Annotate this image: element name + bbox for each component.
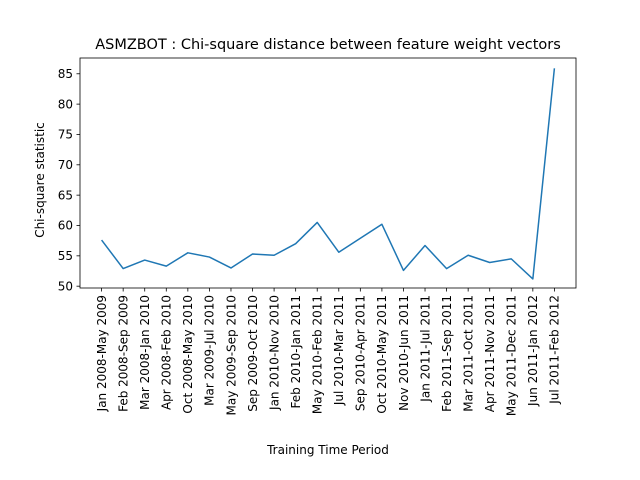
series-line-0: [101, 68, 556, 280]
x-tick-label: Jun 2011-Jan 2012: [526, 295, 540, 407]
y-tick-label: 80: [58, 97, 73, 111]
x-tick-label: Jan 2011-Jul 2011: [418, 295, 432, 403]
y-tick-label: 70: [58, 158, 73, 172]
x-tick-label: May 2011-Dec 2011: [505, 295, 519, 416]
y-tick-label: 55: [58, 249, 73, 263]
chart-title: ASMZBOT : Chi-square distance between fe…: [95, 37, 561, 53]
y-tick-label: 60: [58, 219, 73, 233]
y-axis-label: Chi-square statistic: [33, 122, 47, 238]
plot-frame: [79, 57, 577, 289]
y-tick-label: 50: [58, 279, 73, 293]
y-tick-label: 65: [58, 188, 73, 202]
x-tick-label: May 2010-Feb 2011: [311, 295, 325, 414]
x-tick-label: Jan 2008-May 2009: [95, 295, 109, 412]
plot-area: 50 55 60 65 70 75 80 85 Jan 2008-May 2009 Feb 200…: [58, 57, 577, 416]
x-tick-label: Sep 2009-Oct 2010: [246, 295, 260, 412]
x-tick-label: Jan 2010-Nov 2010: [267, 295, 281, 411]
x-tick-label: Jul 2011-Feb 2012: [548, 295, 562, 405]
x-tick-label: Apr 2008-Feb 2010: [160, 295, 174, 410]
x-tick-label: Nov 2010-Jun 2011: [397, 295, 411, 411]
x-tick-label: Feb 2010-Jan 2011: [289, 295, 303, 408]
x-tick-label: Jul 2010-Mar 2011: [332, 295, 346, 406]
x-axis-label: Training Time Period: [266, 443, 389, 457]
x-tick-label: Sep 2010-Apr 2011: [354, 295, 368, 411]
y-tick-label: 75: [58, 128, 73, 142]
x-tick-label: Apr 2011-Nov 2011: [483, 295, 497, 412]
x-tick-label: Oct 2008-May 2010: [181, 295, 195, 414]
x-tick-label: Oct 2010-May 2011: [375, 295, 389, 414]
x-tick-label: May 2009-Sep 2010: [224, 295, 238, 415]
x-tick-label: Feb 2008-Sep 2009: [116, 295, 130, 412]
x-tick-label: Mar 2011-Oct 2011: [461, 295, 475, 412]
y-tick-label: 85: [58, 67, 73, 81]
x-tick-label: Mar 2008-Jan 2010: [138, 295, 152, 410]
x-tick-label: Feb 2011-Sep 2011: [440, 295, 454, 412]
x-tick-label: Mar 2009-Jul 2010: [203, 295, 217, 406]
